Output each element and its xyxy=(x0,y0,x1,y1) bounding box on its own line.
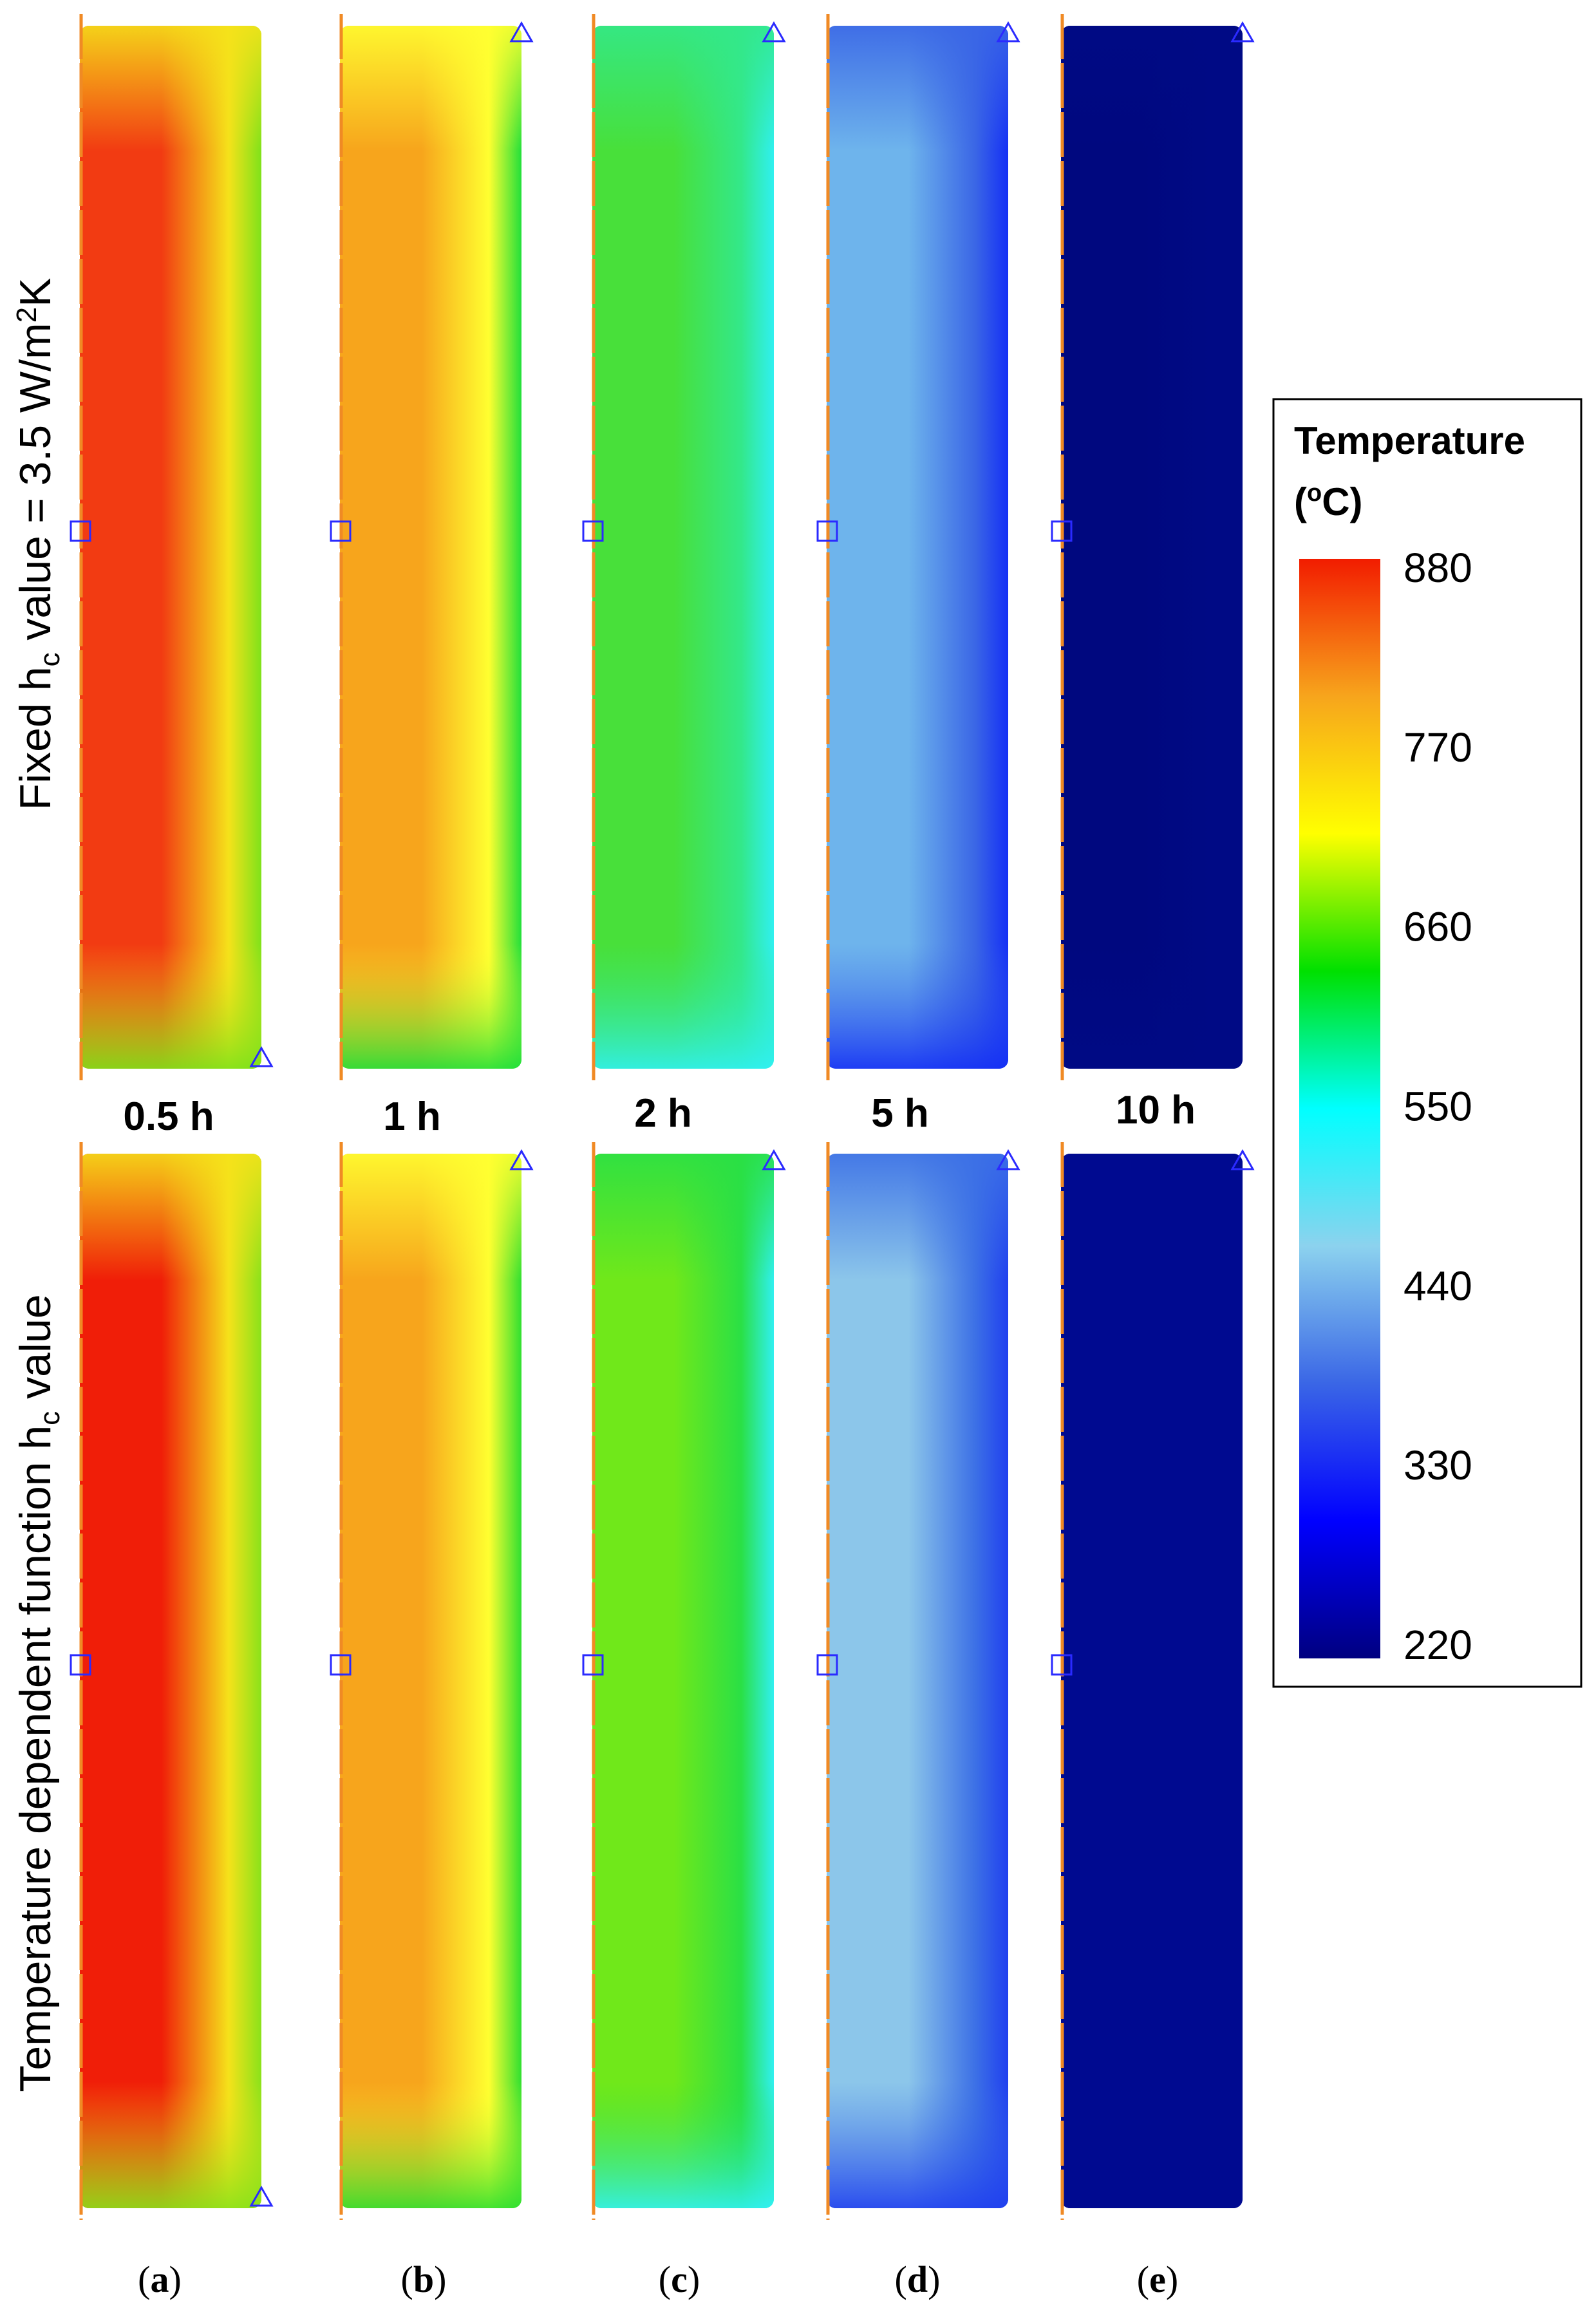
time-label-3: 5 h xyxy=(871,1091,929,1136)
time-label-1: 1 h xyxy=(383,1094,441,1139)
legend-tick-5: 330 xyxy=(1404,1442,1472,1488)
time-label-2: 2 h xyxy=(634,1091,692,1136)
temperature-field-overlay xyxy=(827,26,1008,1069)
probe-square-marker xyxy=(70,520,91,542)
temperature-field-overlay xyxy=(340,26,521,1069)
probe-triangle-marker xyxy=(249,2185,274,2207)
probe-square-marker xyxy=(816,520,838,542)
panel-top-2 xyxy=(582,14,786,1080)
legend-tick-6: 220 xyxy=(1404,1622,1472,1668)
probe-triangle-marker xyxy=(762,21,786,42)
legend-tick-1: 770 xyxy=(1404,724,1472,771)
legend-tick-labels: 880 770 660 550 440 330 220 xyxy=(1404,545,1472,1668)
probe-triangle-marker xyxy=(1230,1149,1255,1170)
panel-label-d: (d) xyxy=(895,2258,941,2300)
panel-bottom-4 xyxy=(1051,1142,1255,2220)
legend-tick-2: 660 xyxy=(1404,904,1472,950)
panel-label-a: (a) xyxy=(138,2258,182,2300)
panel-bottom-0 xyxy=(70,1142,274,2220)
panel-label-b: (b) xyxy=(401,2258,447,2300)
probe-triangle-marker xyxy=(996,1149,1020,1170)
legend-tick-3: 550 xyxy=(1404,1084,1472,1130)
panel-top-1 xyxy=(330,14,534,1080)
probe-square-marker xyxy=(1051,520,1073,542)
probe-square-marker xyxy=(816,1654,838,1676)
panel-bottom-1 xyxy=(330,1142,534,2220)
temperature-field-overlay xyxy=(80,1154,261,2208)
probe-triangle-marker xyxy=(509,1149,534,1170)
panel-label-e: (e) xyxy=(1137,2258,1178,2300)
legend-tick-0: 880 xyxy=(1404,545,1472,591)
temperature-field-overlay xyxy=(1061,1154,1243,2208)
probe-square-marker xyxy=(582,1654,604,1676)
legend-colorbar xyxy=(1299,559,1380,1658)
panel-bottom-2 xyxy=(582,1142,786,2220)
panel-label-c: (c) xyxy=(659,2258,700,2300)
probe-square-marker xyxy=(330,1654,352,1676)
panel-top-3 xyxy=(816,14,1020,1080)
time-label-0: 0.5 h xyxy=(123,1094,214,1139)
probe-triangle-marker xyxy=(996,21,1020,42)
temperature-field-overlay xyxy=(1061,26,1243,1069)
temperature-field-overlay xyxy=(340,1154,521,2208)
probe-triangle-marker xyxy=(1230,21,1255,42)
temperature-field-overlay xyxy=(592,26,774,1069)
row-label-temperature-dependent: Temperature dependent function hc value xyxy=(11,1294,66,2092)
legend-tick-4: 440 xyxy=(1404,1262,1472,1309)
color-legend: Temperature (oC) 880 770 660 550 440 330 220 xyxy=(1272,398,1582,1688)
panel-bottom-3 xyxy=(816,1142,1020,2220)
probe-square-marker xyxy=(70,1654,91,1676)
panel-grid xyxy=(70,14,1255,2220)
probe-square-marker xyxy=(1051,1654,1073,1676)
temperature-field-overlay xyxy=(592,1154,774,2208)
probe-triangle-marker xyxy=(249,1046,274,1067)
temperature-field-overlay xyxy=(827,1154,1008,2208)
probe-triangle-marker xyxy=(509,21,534,42)
temperature-field-overlay xyxy=(80,26,261,1069)
panel-top-0 xyxy=(70,14,274,1080)
legend-title: Temperature xyxy=(1294,419,1525,462)
probe-triangle-marker xyxy=(762,1149,786,1170)
legend-unit: (oC) xyxy=(1294,480,1363,523)
probe-square-marker xyxy=(330,520,352,542)
panel-top-4 xyxy=(1051,14,1255,1080)
time-label-4: 10 h xyxy=(1116,1088,1196,1132)
row-label-fixed: Fixed hc value = 3.5 W/m2K xyxy=(11,278,66,811)
probe-square-marker xyxy=(582,520,604,542)
